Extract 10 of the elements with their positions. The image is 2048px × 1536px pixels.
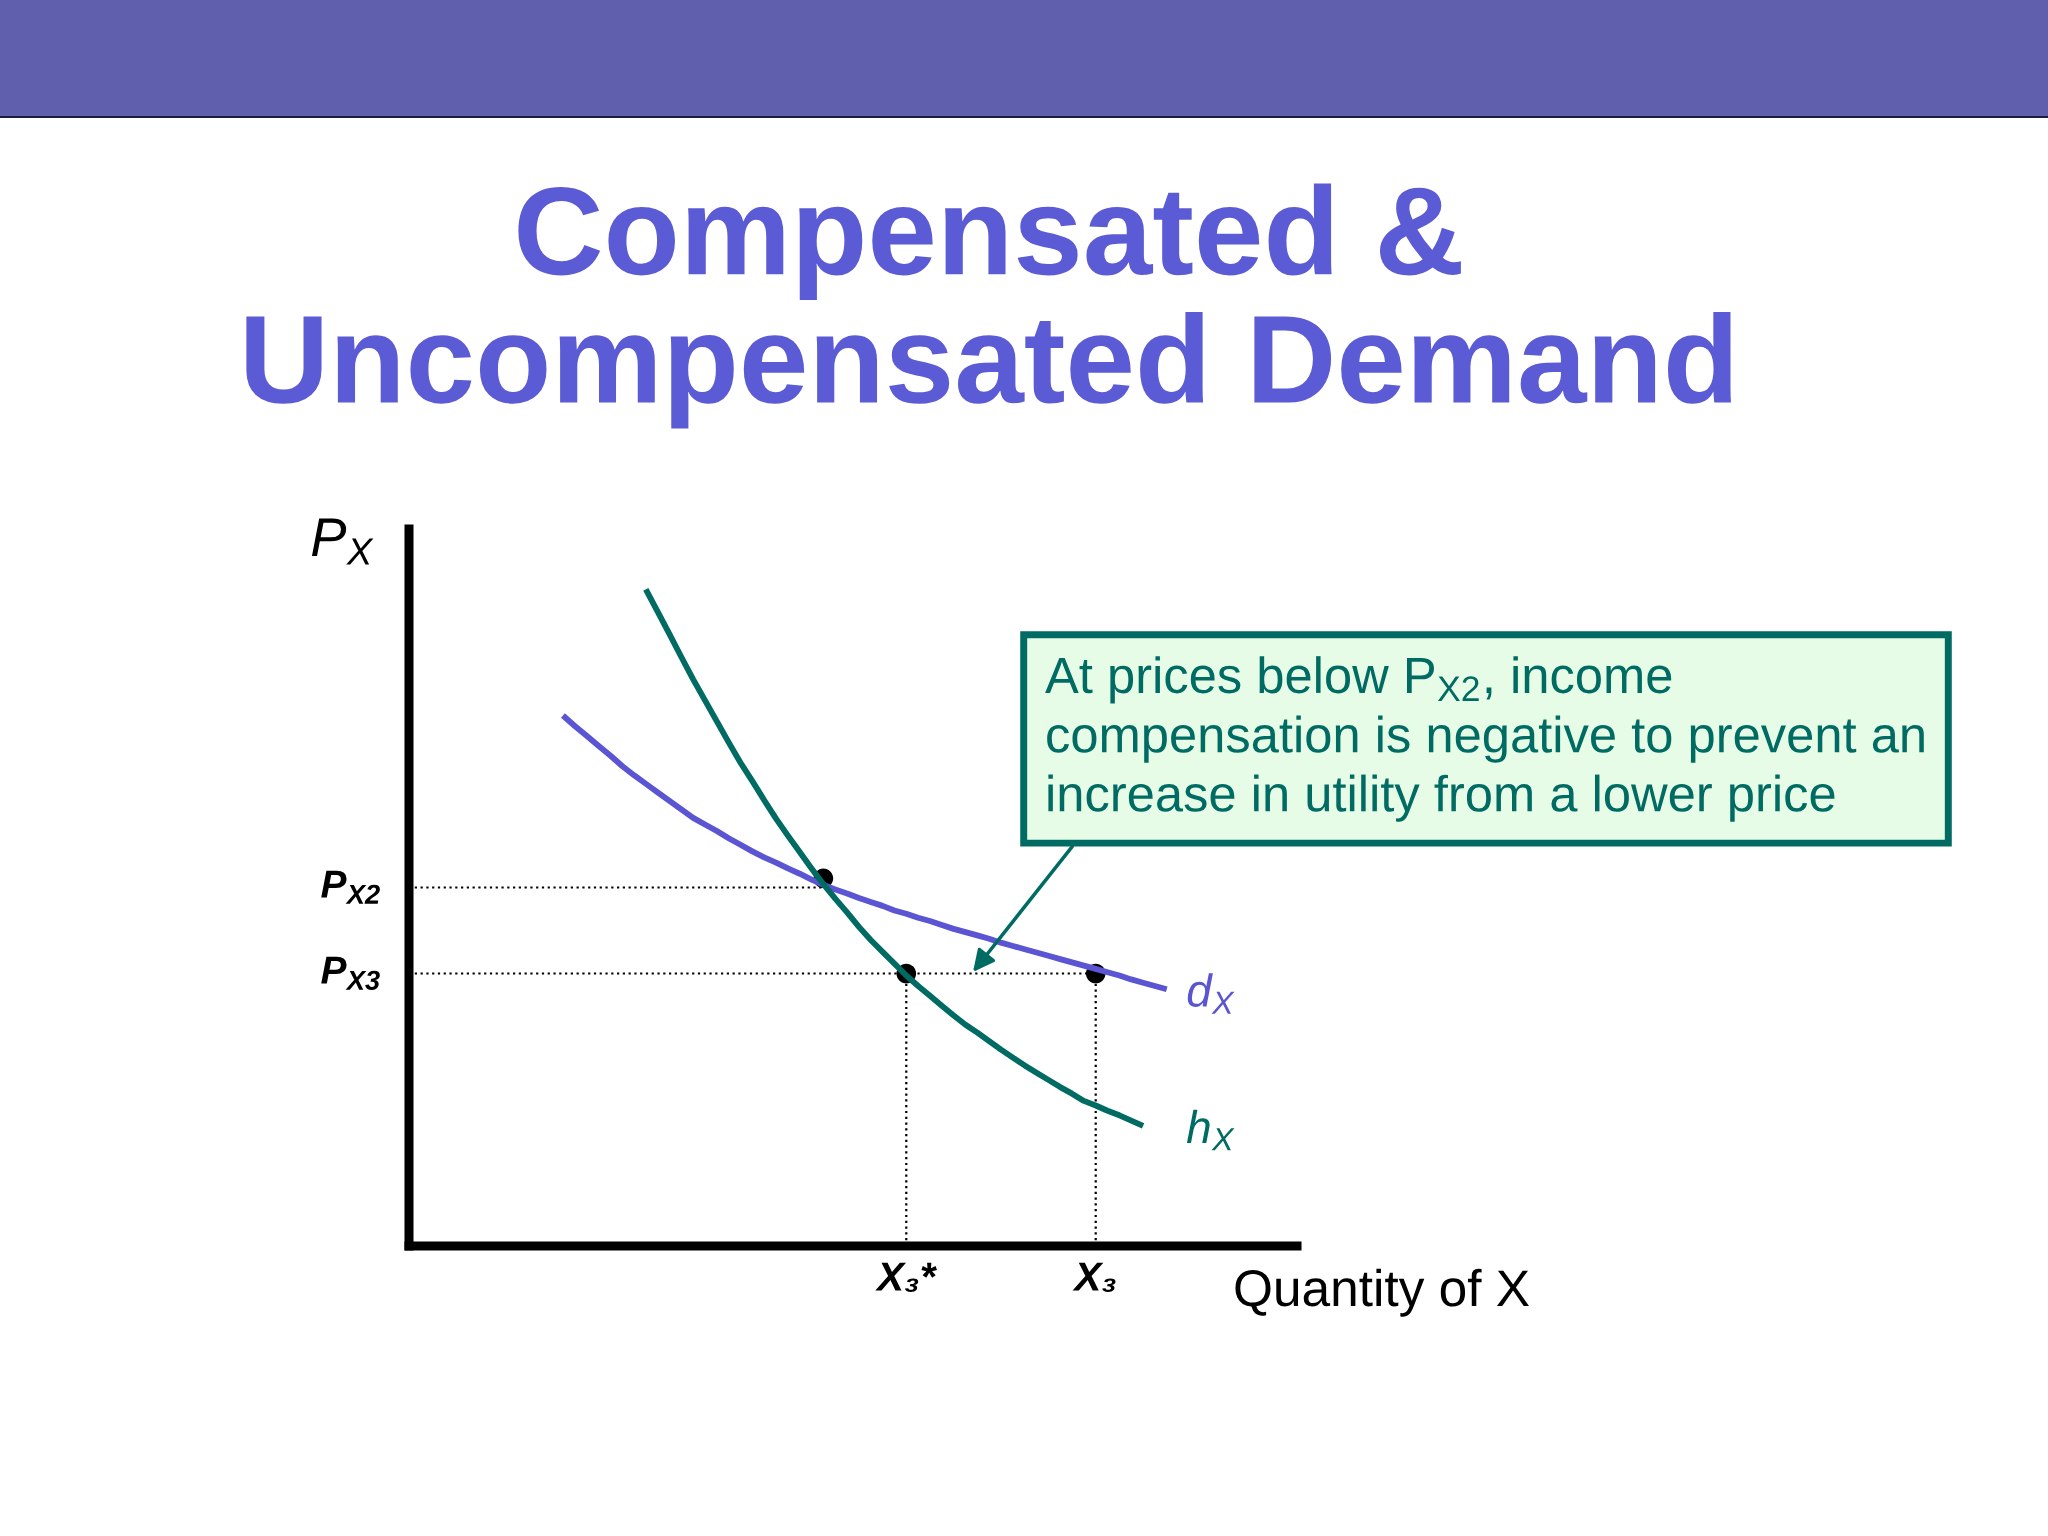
x-tick-label: X₃ — [1072, 1262, 1116, 1292]
x-axis-title: Quantity of X — [1235, 1268, 1529, 1317]
chart-title: Compensated & Uncompensated Demand — [246, 183, 1731, 429]
series-label: d$_{X}$ — [1187, 973, 1235, 1014]
ref-line-label: P$_{X2}$ — [321, 870, 380, 904]
series-label: h$_{X}$ — [1186, 1109, 1235, 1151]
x-tick-label: X₃* — [875, 1262, 937, 1292]
annotation: At prices below P$_{X2}$, income compensation is negative to prevent an increase in utility from a lower price — [1045, 656, 1924, 822]
ref-line-label: P$_{X3}$ — [321, 956, 380, 990]
y-axis-title: P$_{X}$ — [311, 518, 374, 565]
